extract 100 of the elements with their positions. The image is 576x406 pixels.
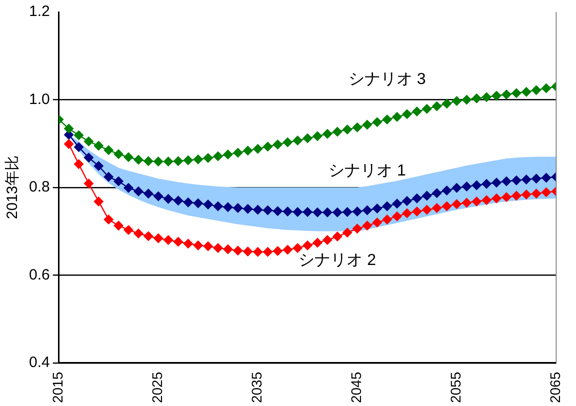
point xyxy=(203,200,214,210)
point xyxy=(213,201,224,212)
point xyxy=(382,114,392,124)
point xyxy=(74,142,84,152)
point xyxy=(531,174,542,184)
x-tick-label: 2035 xyxy=(248,372,265,404)
point xyxy=(511,88,522,98)
y-tick-label: 0.8 xyxy=(28,178,50,196)
point xyxy=(402,208,412,218)
point xyxy=(501,89,512,100)
point xyxy=(322,207,332,218)
y-tick-label: 0.4 xyxy=(28,354,50,371)
point xyxy=(382,201,392,212)
point xyxy=(203,241,214,252)
point xyxy=(372,203,382,214)
point xyxy=(332,126,342,137)
point xyxy=(462,94,472,105)
point xyxy=(432,101,442,112)
point xyxy=(412,193,422,204)
point xyxy=(222,244,233,254)
point xyxy=(242,246,253,256)
point xyxy=(94,140,104,151)
point xyxy=(153,233,164,244)
point xyxy=(163,156,174,167)
point xyxy=(153,156,164,167)
point xyxy=(222,150,233,160)
point xyxy=(452,199,462,210)
point xyxy=(342,206,352,217)
point xyxy=(114,220,124,231)
point xyxy=(452,96,462,106)
point xyxy=(312,131,322,142)
point xyxy=(442,186,452,196)
point xyxy=(342,124,352,135)
point xyxy=(183,197,194,208)
point xyxy=(382,214,392,224)
series-label: シナリオ 1 xyxy=(328,162,406,180)
point xyxy=(252,246,263,257)
point xyxy=(322,235,332,246)
point xyxy=(64,124,74,134)
point xyxy=(312,207,322,218)
point xyxy=(193,240,204,250)
point xyxy=(482,92,492,102)
point xyxy=(342,228,352,238)
point xyxy=(173,156,184,166)
point xyxy=(302,206,313,217)
point xyxy=(501,192,512,202)
point xyxy=(392,198,402,209)
point xyxy=(472,196,482,206)
series-label: シナリオ 3 xyxy=(348,70,426,88)
point xyxy=(472,93,482,104)
point xyxy=(442,201,452,212)
point xyxy=(402,109,412,120)
point xyxy=(521,189,532,200)
point xyxy=(511,190,522,201)
point xyxy=(114,176,124,186)
point xyxy=(531,188,542,199)
point xyxy=(292,136,303,146)
point xyxy=(302,133,313,144)
point xyxy=(193,198,204,208)
y-tick-label: 0.6 xyxy=(28,266,50,284)
point xyxy=(521,86,532,97)
point xyxy=(521,174,532,185)
point xyxy=(183,155,194,166)
point xyxy=(123,182,134,193)
point xyxy=(332,232,342,242)
point xyxy=(452,182,462,193)
point xyxy=(442,98,452,109)
point xyxy=(352,224,362,234)
point xyxy=(163,235,174,246)
point xyxy=(252,204,263,215)
point xyxy=(84,136,94,146)
point xyxy=(392,112,402,122)
point xyxy=(104,145,114,156)
x-tick-label: 2025 xyxy=(149,372,166,404)
point xyxy=(282,206,293,217)
point xyxy=(163,194,174,204)
point xyxy=(213,242,224,253)
point xyxy=(123,152,134,162)
point xyxy=(133,186,144,196)
point xyxy=(541,172,552,183)
point xyxy=(282,244,293,255)
point xyxy=(104,172,114,182)
point xyxy=(282,137,293,148)
point xyxy=(123,224,134,235)
point xyxy=(352,122,362,132)
y-tick-label: 1.2 xyxy=(28,3,50,20)
point xyxy=(84,152,94,163)
point xyxy=(242,204,253,214)
point xyxy=(482,178,492,189)
point xyxy=(462,182,472,192)
point xyxy=(312,238,322,248)
point xyxy=(143,231,154,242)
point xyxy=(422,190,432,201)
x-tick-label: 2055 xyxy=(448,372,464,404)
point xyxy=(213,151,224,162)
point xyxy=(292,242,303,253)
point xyxy=(272,139,283,150)
point xyxy=(372,117,382,128)
point xyxy=(222,202,233,212)
point xyxy=(143,156,154,166)
